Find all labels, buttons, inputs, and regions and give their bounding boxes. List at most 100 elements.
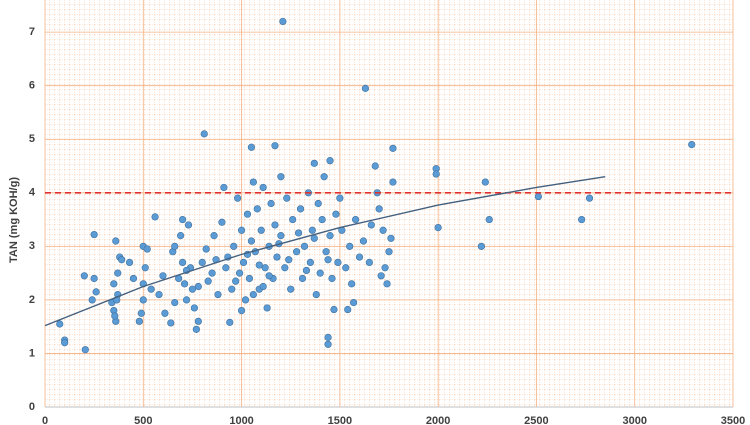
point [389, 144, 397, 152]
point [330, 305, 338, 314]
point [90, 274, 98, 283]
point [237, 307, 246, 315]
point [112, 237, 120, 245]
point [110, 280, 118, 288]
point [190, 304, 198, 312]
point [310, 159, 318, 167]
y-tick-label: 5 [29, 133, 35, 145]
point [300, 242, 309, 250]
point [326, 232, 334, 240]
point [255, 261, 263, 269]
point [171, 242, 179, 250]
point [81, 346, 89, 354]
point [180, 280, 189, 288]
point [135, 317, 143, 325]
point [308, 226, 316, 234]
point [377, 272, 385, 280]
point [61, 339, 69, 347]
point [230, 242, 238, 250]
point [346, 242, 354, 250]
point [249, 178, 257, 186]
point [688, 140, 696, 149]
point [228, 285, 236, 293]
point [285, 256, 293, 264]
point [296, 205, 305, 213]
point [350, 298, 358, 307]
point [151, 213, 159, 221]
x-tick-label: 2500 [524, 415, 548, 425]
point [56, 320, 64, 328]
point [147, 285, 155, 293]
point [336, 194, 344, 202]
point [220, 183, 228, 192]
point [324, 333, 332, 341]
point [214, 290, 222, 299]
point [210, 232, 218, 240]
point [298, 274, 307, 283]
point [161, 309, 169, 317]
point [249, 290, 257, 299]
x-tick-label: 3000 [622, 415, 646, 425]
x-tick-label: 2000 [426, 415, 450, 425]
trendline [44, 176, 606, 327]
point [318, 215, 326, 224]
point [279, 17, 287, 26]
point [294, 229, 303, 237]
point [342, 264, 350, 272]
point [204, 277, 212, 285]
point [277, 232, 285, 240]
point [355, 253, 364, 261]
point [226, 318, 234, 326]
point [139, 296, 147, 304]
point [182, 296, 191, 304]
point [306, 258, 314, 267]
point [118, 256, 126, 264]
point [194, 317, 202, 325]
point [344, 305, 352, 314]
point [200, 130, 208, 138]
point [80, 272, 88, 280]
point [222, 264, 230, 272]
point [359, 237, 368, 245]
point [351, 215, 360, 224]
point [194, 282, 202, 291]
point [332, 210, 340, 218]
point [302, 266, 311, 275]
point [188, 285, 197, 293]
point [239, 258, 248, 267]
point [389, 178, 397, 186]
y-tick-label: 2 [29, 294, 35, 306]
point [281, 264, 289, 272]
point [245, 274, 254, 283]
point [283, 194, 291, 202]
point [257, 226, 265, 234]
point [324, 340, 332, 348]
point [432, 170, 440, 178]
point [477, 242, 485, 250]
point [379, 226, 387, 234]
point [348, 280, 356, 288]
point [585, 194, 594, 202]
point [179, 215, 187, 224]
x-tick-label: 0 [42, 415, 48, 425]
point [92, 288, 100, 296]
y-tick-label: 7 [29, 26, 35, 38]
x-tick-label: 3500 [721, 415, 745, 425]
point [141, 264, 149, 272]
point [267, 199, 275, 208]
point [312, 290, 320, 299]
point [88, 296, 96, 304]
point [125, 258, 134, 267]
point [334, 258, 342, 267]
point [90, 230, 98, 239]
point [171, 298, 179, 307]
y-tick-label: 3 [29, 240, 35, 252]
point [578, 215, 586, 224]
point [271, 142, 279, 150]
point [184, 221, 193, 229]
minor-grid [45, 0, 733, 407]
point [273, 253, 281, 261]
point [371, 162, 379, 170]
point [263, 304, 271, 312]
